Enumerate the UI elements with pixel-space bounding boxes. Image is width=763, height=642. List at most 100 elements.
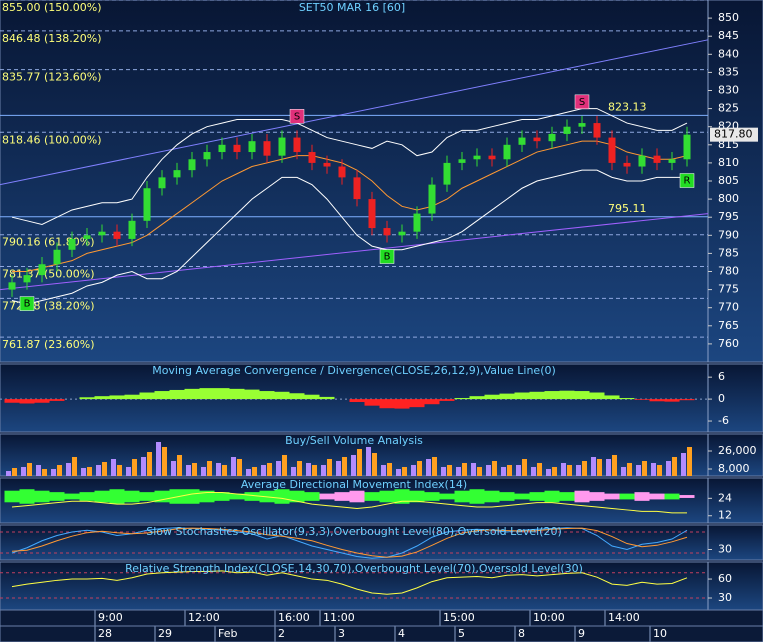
signal-marker (574, 94, 590, 110)
candle-body (608, 137, 616, 163)
di-spread (199, 490, 215, 503)
volume-bar (141, 457, 146, 476)
overlay-line (11, 169, 687, 305)
volume-bar (576, 465, 581, 476)
trendline (0, 213, 709, 291)
di-spread (289, 490, 305, 503)
di-spread (4, 490, 20, 503)
date-label: 8 (518, 627, 525, 640)
macd-bar (424, 399, 440, 405)
volume-bar (87, 467, 92, 476)
candle-body (143, 188, 151, 221)
y-tick-label: 30 (718, 543, 732, 556)
y-tick-label: 795 (718, 210, 739, 223)
macd-bar (79, 397, 95, 400)
y-tick-label: 840 (718, 47, 739, 60)
candle-body (158, 177, 166, 189)
y-tick-label: 8,000 (718, 462, 750, 475)
y-tick-label: 765 (718, 319, 739, 332)
candle-body (503, 144, 511, 160)
volume-bar (111, 459, 116, 476)
time-label: 10:00 (533, 611, 565, 624)
volume-bar (582, 461, 587, 476)
y-tick-label: 26,000 (718, 444, 757, 457)
volume-bar (612, 455, 617, 476)
macd-bar (589, 392, 605, 400)
volume-bar (291, 467, 296, 476)
date-label: 5 (458, 627, 465, 640)
candle-body (233, 144, 241, 153)
di-spread (349, 490, 365, 503)
volume-bar (501, 467, 506, 476)
macd-bar (439, 399, 455, 401)
signal-label: B (24, 299, 31, 310)
di-spread (604, 493, 620, 500)
signal-label: R (684, 176, 691, 187)
fib-label: 818.46 (100.00%) (2, 133, 102, 146)
macd-bar (244, 389, 260, 400)
volume-bar (357, 449, 362, 476)
y-tick-label: 770 (718, 301, 739, 314)
macd-bar (514, 392, 530, 400)
y-tick-label: 780 (718, 265, 739, 278)
macd-bar (109, 395, 125, 400)
overlay-line (12, 140, 688, 272)
candle-body (473, 155, 481, 160)
candle-body (428, 184, 436, 214)
date-label: Feb (218, 627, 237, 640)
y-tick-label: 845 (718, 29, 739, 42)
volume-bar (312, 465, 317, 476)
volume-bar (552, 467, 557, 476)
y-tick-label: 775 (718, 283, 739, 296)
volume-bar (411, 465, 416, 476)
volume-bar (192, 463, 197, 476)
volume-bar (657, 465, 662, 476)
candle-body (68, 238, 76, 250)
volume-bar (387, 463, 392, 476)
date-label: 28 (98, 627, 112, 640)
candle-body (173, 170, 181, 178)
volume-bar (432, 457, 437, 476)
candle-body (623, 162, 631, 167)
di-spread (649, 493, 665, 500)
chart-title: SET50 MAR 16 [60] (299, 1, 405, 14)
volume-bar (672, 457, 677, 476)
candle-body (578, 123, 586, 127)
volume-bar (327, 459, 332, 476)
candle-body (248, 141, 256, 153)
y-tick-label: 785 (718, 246, 739, 259)
volume-bar (627, 463, 632, 476)
macd-bar (289, 393, 305, 400)
volume-bar (117, 465, 122, 476)
volume-bar (546, 469, 551, 476)
di-spread (484, 490, 500, 503)
y-tick-label: 30 (718, 591, 732, 604)
volume-bar (57, 465, 62, 476)
volume-bar (636, 465, 641, 476)
candle-body (113, 231, 121, 239)
volume-bar (252, 467, 257, 476)
fib-label: 846.48 (138.20%) (2, 32, 102, 45)
signal-marker (19, 296, 35, 311)
macd-bar (469, 396, 485, 400)
macd-bar (169, 389, 185, 400)
di-spread (214, 492, 230, 501)
di-spread (334, 492, 350, 501)
candle-body (683, 134, 691, 160)
fib-label: 790.16 (61.80%) (2, 236, 95, 249)
volume-bar (336, 461, 341, 476)
panel-title: Slow Stochastics Oscillator(9,3,3),Overb… (146, 525, 562, 538)
indicator-line (11, 570, 688, 595)
di-spread (154, 490, 170, 503)
indicator-line (11, 527, 688, 558)
di-spread (274, 489, 290, 504)
candle-body (593, 123, 601, 138)
di-spread (79, 492, 95, 501)
candle-body (203, 152, 211, 160)
volume-bar (21, 467, 26, 476)
volume-bar (462, 463, 467, 476)
candle-body (518, 137, 526, 145)
volume-bar (102, 462, 107, 476)
volume-bar (321, 465, 326, 476)
